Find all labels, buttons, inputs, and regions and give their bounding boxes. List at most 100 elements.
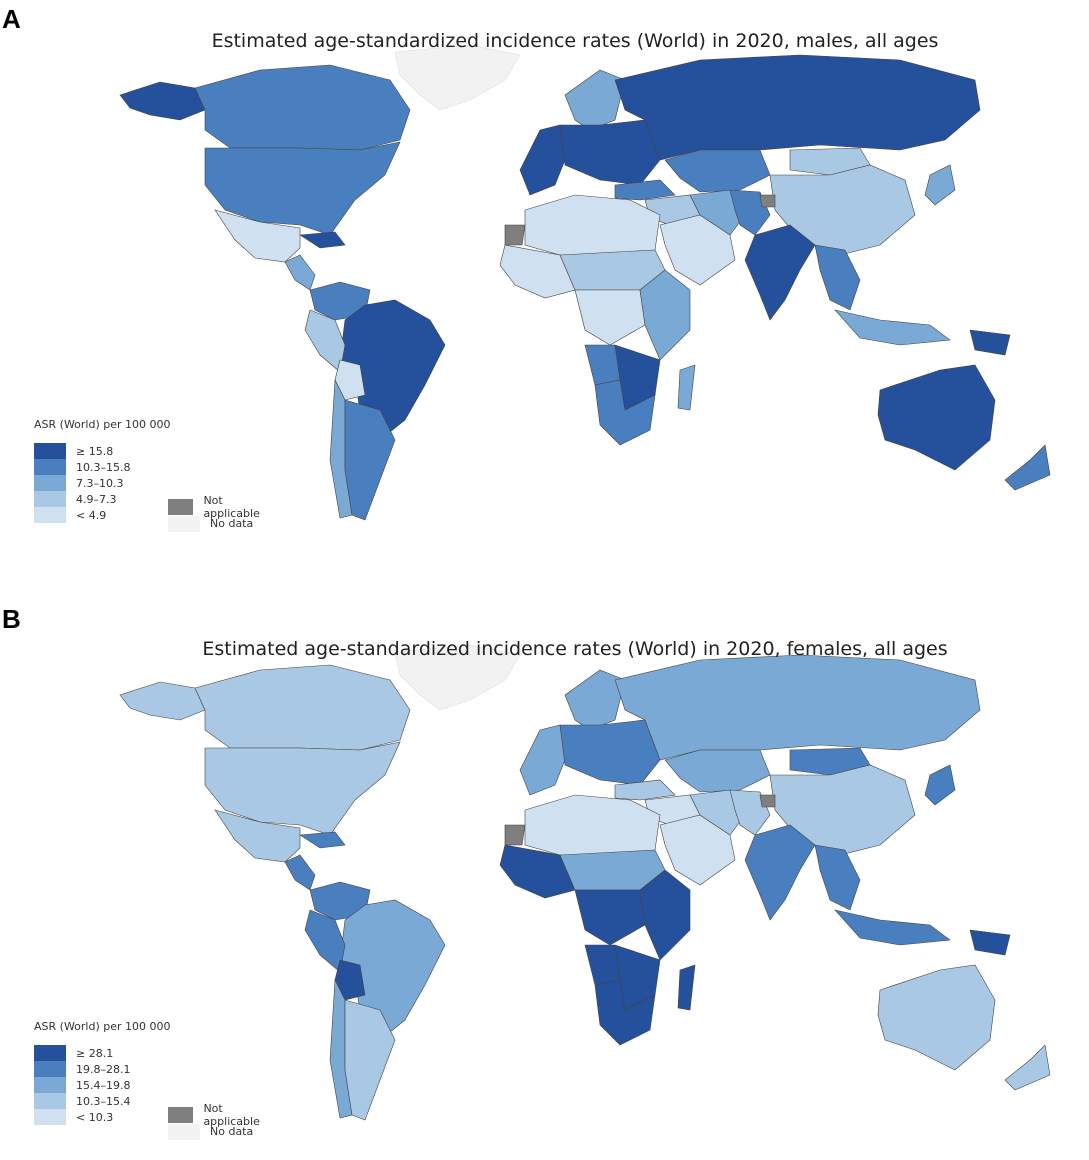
region-russia: [614, 654, 981, 761]
legend-label: Not applicable: [203, 493, 260, 520]
legend-label: 10.3–15.4: [76, 1094, 131, 1108]
legend-swatch: [34, 1061, 66, 1077]
region-western-sahara: [504, 824, 526, 846]
legend-label: No data: [210, 1125, 254, 1138]
legend-extra: Not applicable No data: [168, 1102, 266, 1140]
region-mexico: [214, 809, 301, 863]
legend-title: ASR (World) per 100 000: [34, 1020, 171, 1033]
legend-label: < 10.3: [76, 1110, 114, 1124]
legend-class-1: ≥ 15.8: [34, 443, 171, 459]
legend-class-5: < 10.3: [34, 1109, 171, 1125]
region-central-africa: [574, 289, 646, 346]
region-north-africa: [524, 194, 661, 259]
region-scandinavia: [564, 69, 626, 131]
legend-no-data: No data: [168, 515, 266, 532]
legend-swatch: [168, 515, 200, 532]
region-central-africa: [574, 889, 646, 946]
region-usa: [204, 141, 401, 236]
region-greenland: [394, 44, 521, 111]
region-argentina: [344, 399, 396, 521]
region-usa: [204, 741, 401, 836]
legend-swatch: [34, 1045, 66, 1061]
legend-class-4: 4.9–7.3: [34, 491, 171, 507]
map-legend: ASR (World) per 100 000 ≥ 28.1 19.8–28.1…: [34, 1020, 260, 1140]
legend-label: < 4.9: [76, 508, 107, 522]
legend-class-2: 10.3–15.8: [34, 459, 171, 475]
region-canada: [194, 664, 411, 751]
legend-label: 4.9–7.3: [76, 492, 117, 506]
legend-swatch: [34, 1093, 66, 1109]
legend-label: Not applicable: [203, 1101, 260, 1128]
region-kashmir: [759, 794, 776, 808]
region-india: [744, 824, 816, 921]
legend-class-5: < 4.9: [34, 507, 171, 523]
map-title: Estimated age-standardized incidence rat…: [202, 638, 948, 660]
map-legend: ASR (World) per 100 000 ≥ 15.8 10.3–15.8…: [34, 418, 260, 532]
region-scandinavia: [564, 669, 626, 731]
region-mexico: [214, 209, 301, 263]
legend-swatch: [168, 498, 194, 515]
legend-swatch: [34, 507, 66, 523]
region-western-europe: [519, 124, 566, 196]
legend-class-3: 7.3–10.3: [34, 475, 171, 491]
region-western-europe: [519, 724, 566, 796]
world-map-females: [119, 644, 1051, 1121]
legend-label: 15.4–19.8: [76, 1078, 131, 1092]
legend-class-4: 10.3–15.4: [34, 1093, 171, 1109]
region-madagascar: [677, 964, 696, 1011]
legend-label: 19.8–28.1: [76, 1062, 131, 1076]
panel-letter: A: [2, 4, 21, 34]
region-east-africa: [639, 269, 691, 361]
region-madagascar: [677, 364, 696, 411]
region-russia: [614, 54, 981, 161]
legend-label: 10.3–15.8: [76, 460, 131, 474]
legend-label: ≥ 15.8: [76, 444, 114, 458]
legend-no-data: No data: [168, 1123, 266, 1140]
region-kazakhstan: [664, 149, 771, 193]
region-iran: [689, 789, 746, 836]
legend-not-applicable: Not applicable: [168, 1102, 266, 1128]
legend-swatch: [34, 475, 66, 491]
map-title: Estimated age-standardized incidence rat…: [211, 30, 939, 52]
legend-label: No data: [210, 517, 254, 530]
region-angola: [584, 344, 621, 386]
region-alaska: [119, 681, 206, 721]
region-turkey: [614, 779, 676, 801]
region-caribbean: [299, 231, 346, 249]
region-north-africa: [524, 794, 661, 859]
region-turkey: [614, 179, 676, 201]
region-argentina: [344, 999, 396, 1121]
region-central-america: [284, 254, 316, 291]
legend-swatch: [34, 1077, 66, 1093]
region-india: [744, 224, 816, 321]
region-japan: [924, 764, 956, 806]
region-south-africa: [594, 379, 656, 446]
panel-a-males: A Estimated age-standardized incidence r…: [0, 0, 1089, 560]
region-png: [969, 929, 1011, 956]
legend-class-1: ≥ 28.1: [34, 1045, 171, 1061]
legend-class-3: 15.4–19.8: [34, 1077, 171, 1093]
region-angola: [584, 944, 621, 986]
legend-swatch: [34, 459, 66, 475]
region-new-zealand: [1004, 444, 1051, 491]
region-indonesia: [834, 309, 951, 346]
region-bolivia: [334, 359, 366, 401]
region-south-africa: [594, 979, 656, 1046]
region-east-africa: [639, 869, 691, 961]
region-eastern-europe: [559, 119, 661, 186]
region-alaska: [119, 81, 206, 121]
region-australia: [877, 964, 996, 1071]
region-china: [769, 164, 916, 256]
region-bolivia: [334, 959, 366, 1001]
legend-label: ≥ 28.1: [76, 1046, 114, 1060]
world-map-males: [119, 44, 1051, 521]
legend-swatch: [168, 1123, 200, 1140]
region-kashmir: [759, 194, 776, 208]
legend-swatch: [34, 491, 66, 507]
legend-title: ASR (World) per 100 000: [34, 418, 171, 431]
region-greenland: [394, 644, 521, 711]
panel-b-females: B Estimated age-standardized incidence r…: [0, 600, 1089, 1160]
region-png: [969, 329, 1011, 356]
region-china: [769, 764, 916, 856]
region-australia: [877, 364, 996, 471]
